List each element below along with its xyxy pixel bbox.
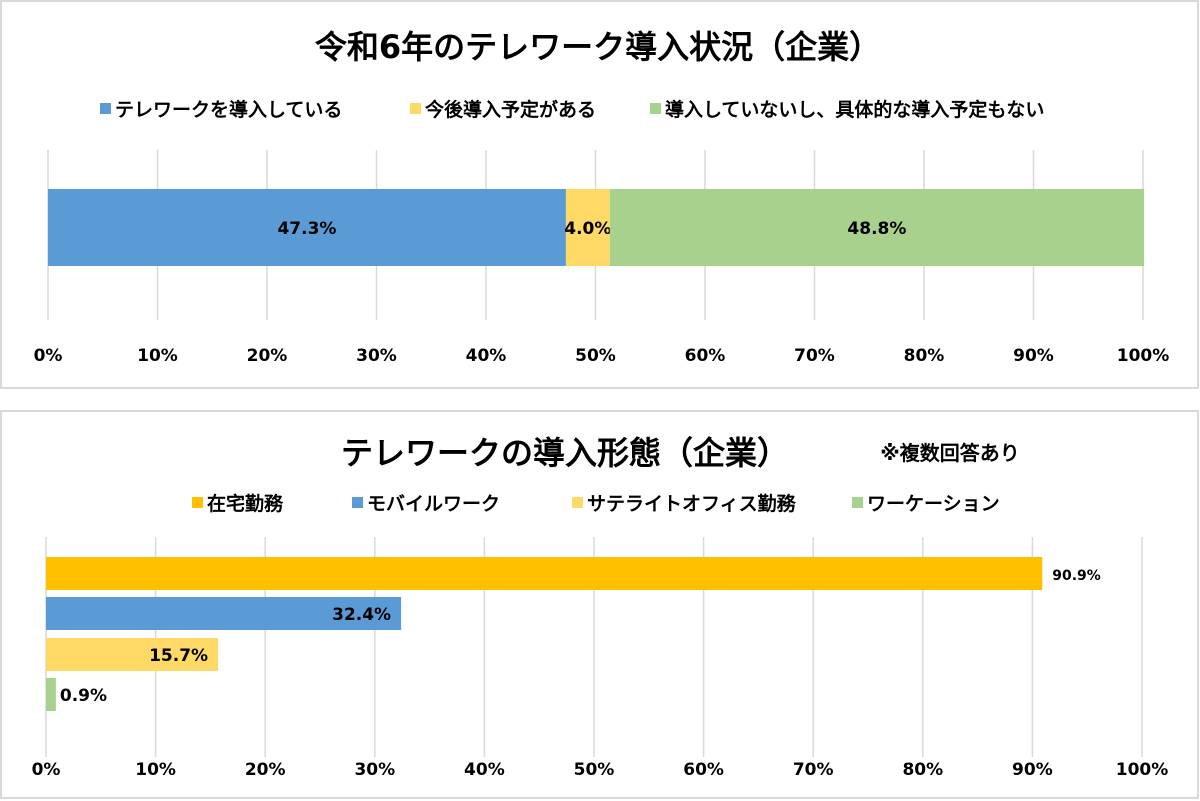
chart2-bar (46, 557, 1043, 590)
chart2-legend-label: 在宅勤務 (207, 492, 284, 515)
chart2-tick-label: 100% (1116, 760, 1169, 780)
chart1-tick-label: 40% (466, 346, 507, 366)
chart1-legend-label: 今後導入予定がある (424, 98, 596, 121)
chart2-bar (46, 678, 56, 711)
chart2-bar (46, 597, 402, 630)
chart1-tick-label: 100% (1117, 346, 1170, 366)
chart2-tick-label: 20% (245, 760, 286, 780)
chart2-legend-label: モバイルワーク (367, 493, 500, 515)
chart1-title: 令和6年のテレワーク導入状況（企業） (315, 28, 881, 66)
chart2-title: テレワークの導入形態（企業） (341, 434, 789, 472)
chart1-tick-label: 20% (247, 346, 288, 366)
chart2-data-label: 90.9% (1052, 568, 1101, 584)
chart2-bar (46, 638, 219, 671)
chart2-data-label: 32.4% (332, 605, 391, 625)
chart1-legend-swatch (410, 103, 421, 114)
chart2-legend-swatch (572, 497, 583, 508)
chart1-bar-segment (565, 189, 610, 266)
chart1-tick-label: 90% (1013, 346, 1054, 366)
chart1-tick-label: 0% (34, 346, 63, 366)
chart1-legend-label: 導入していないし、具体的な導入予定もない (665, 98, 1044, 121)
chart1-tick-label: 60% (685, 346, 726, 366)
chart1-tick-label: 30% (356, 346, 397, 366)
chart2-data-label: 0.9% (60, 686, 107, 706)
chart1-tick-label: 50% (575, 346, 616, 366)
chart1-data-label: 47.3% (277, 219, 336, 239)
chart1-tick-label: 70% (794, 346, 835, 366)
chart2-note: ※複数回答あり (880, 441, 1019, 465)
chart1-bar-segment (48, 189, 566, 266)
chart1-legend-label: テレワークを導入している (115, 98, 342, 121)
chart2-legend-label: サテライトオフィス勤務 (587, 492, 797, 515)
chart2-tick-label: 60% (683, 760, 724, 780)
chart1-tick-label: 80% (904, 346, 945, 366)
chart2-legend-swatch (192, 497, 203, 508)
chart1-legend-swatch (100, 103, 111, 114)
chart2-tick-label: 90% (1012, 760, 1053, 780)
chart2-tick-label: 30% (354, 760, 395, 780)
chart2-legend-swatch (852, 497, 863, 508)
chart1-tick-label: 10% (137, 346, 178, 366)
chart2-tick-label: 0% (32, 760, 61, 780)
chart2-tick-label: 70% (793, 760, 834, 780)
chart2-tick-label: 40% (464, 760, 505, 780)
chart1-data-label: 48.8% (847, 219, 906, 239)
chart2-tick-label: 50% (574, 760, 615, 780)
chart2-legend-swatch (352, 497, 363, 508)
chart2-legend-label: ワーケーション (867, 493, 1000, 515)
chart1-legend-swatch (650, 103, 661, 114)
chart2-tick-label: 80% (902, 760, 943, 780)
chart1-bar-segment (609, 189, 1145, 266)
chart2-tick-label: 10% (135, 760, 176, 780)
chart2-data-label: 15.7% (149, 646, 208, 666)
chart1-data-label: 4.0% (564, 219, 611, 239)
